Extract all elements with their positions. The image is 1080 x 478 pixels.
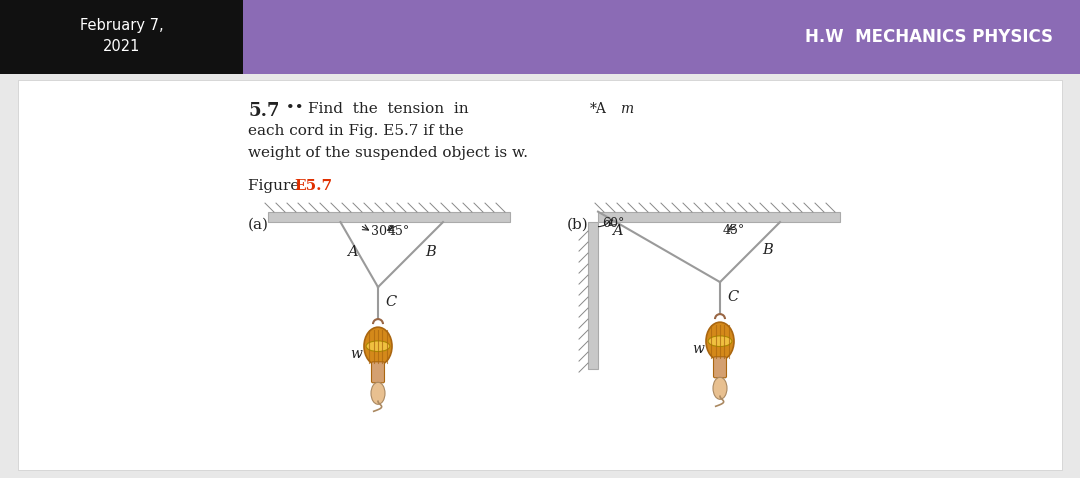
Bar	[598, 212, 840, 222]
Ellipse shape	[372, 382, 384, 404]
Text: Figure: Figure	[248, 179, 305, 193]
Text: weight of the suspended object is w.: weight of the suspended object is w.	[248, 146, 528, 160]
Ellipse shape	[713, 377, 727, 399]
Text: ••: ••	[281, 101, 309, 115]
Ellipse shape	[706, 322, 734, 360]
Text: B: B	[762, 243, 773, 257]
Text: A: A	[347, 245, 357, 259]
Text: 60°: 60°	[602, 217, 624, 229]
Text: C: C	[384, 295, 396, 309]
Text: A: A	[612, 224, 623, 238]
Text: m: m	[620, 102, 633, 116]
Text: each cord in Fig. E5.7 if the: each cord in Fig. E5.7 if the	[248, 124, 463, 138]
Text: C: C	[727, 290, 739, 304]
Text: 45°: 45°	[723, 224, 745, 237]
Bar	[588, 222, 598, 369]
Text: E5.7: E5.7	[294, 179, 333, 193]
Text: w: w	[692, 342, 704, 356]
Text: 30°: 30°	[372, 225, 393, 238]
Text: w: w	[350, 347, 362, 361]
Bar	[0, 0, 243, 74]
Text: *A: *A	[590, 102, 607, 116]
Text: Find  the  tension  in: Find the tension in	[308, 102, 469, 116]
Text: H.W  MECHANICS PHYSICS: H.W MECHANICS PHYSICS	[805, 28, 1053, 46]
Text: (b): (b)	[567, 218, 589, 232]
FancyBboxPatch shape	[372, 362, 384, 383]
Text: 5.7: 5.7	[248, 102, 280, 120]
Text: 45°: 45°	[388, 225, 410, 238]
Text: (a): (a)	[248, 218, 269, 232]
Text: B: B	[426, 245, 436, 259]
Bar	[268, 212, 510, 222]
FancyBboxPatch shape	[714, 357, 727, 378]
Text: February 7,
2021: February 7, 2021	[80, 18, 163, 54]
Ellipse shape	[364, 327, 392, 365]
Ellipse shape	[366, 341, 390, 351]
Ellipse shape	[708, 336, 732, 347]
